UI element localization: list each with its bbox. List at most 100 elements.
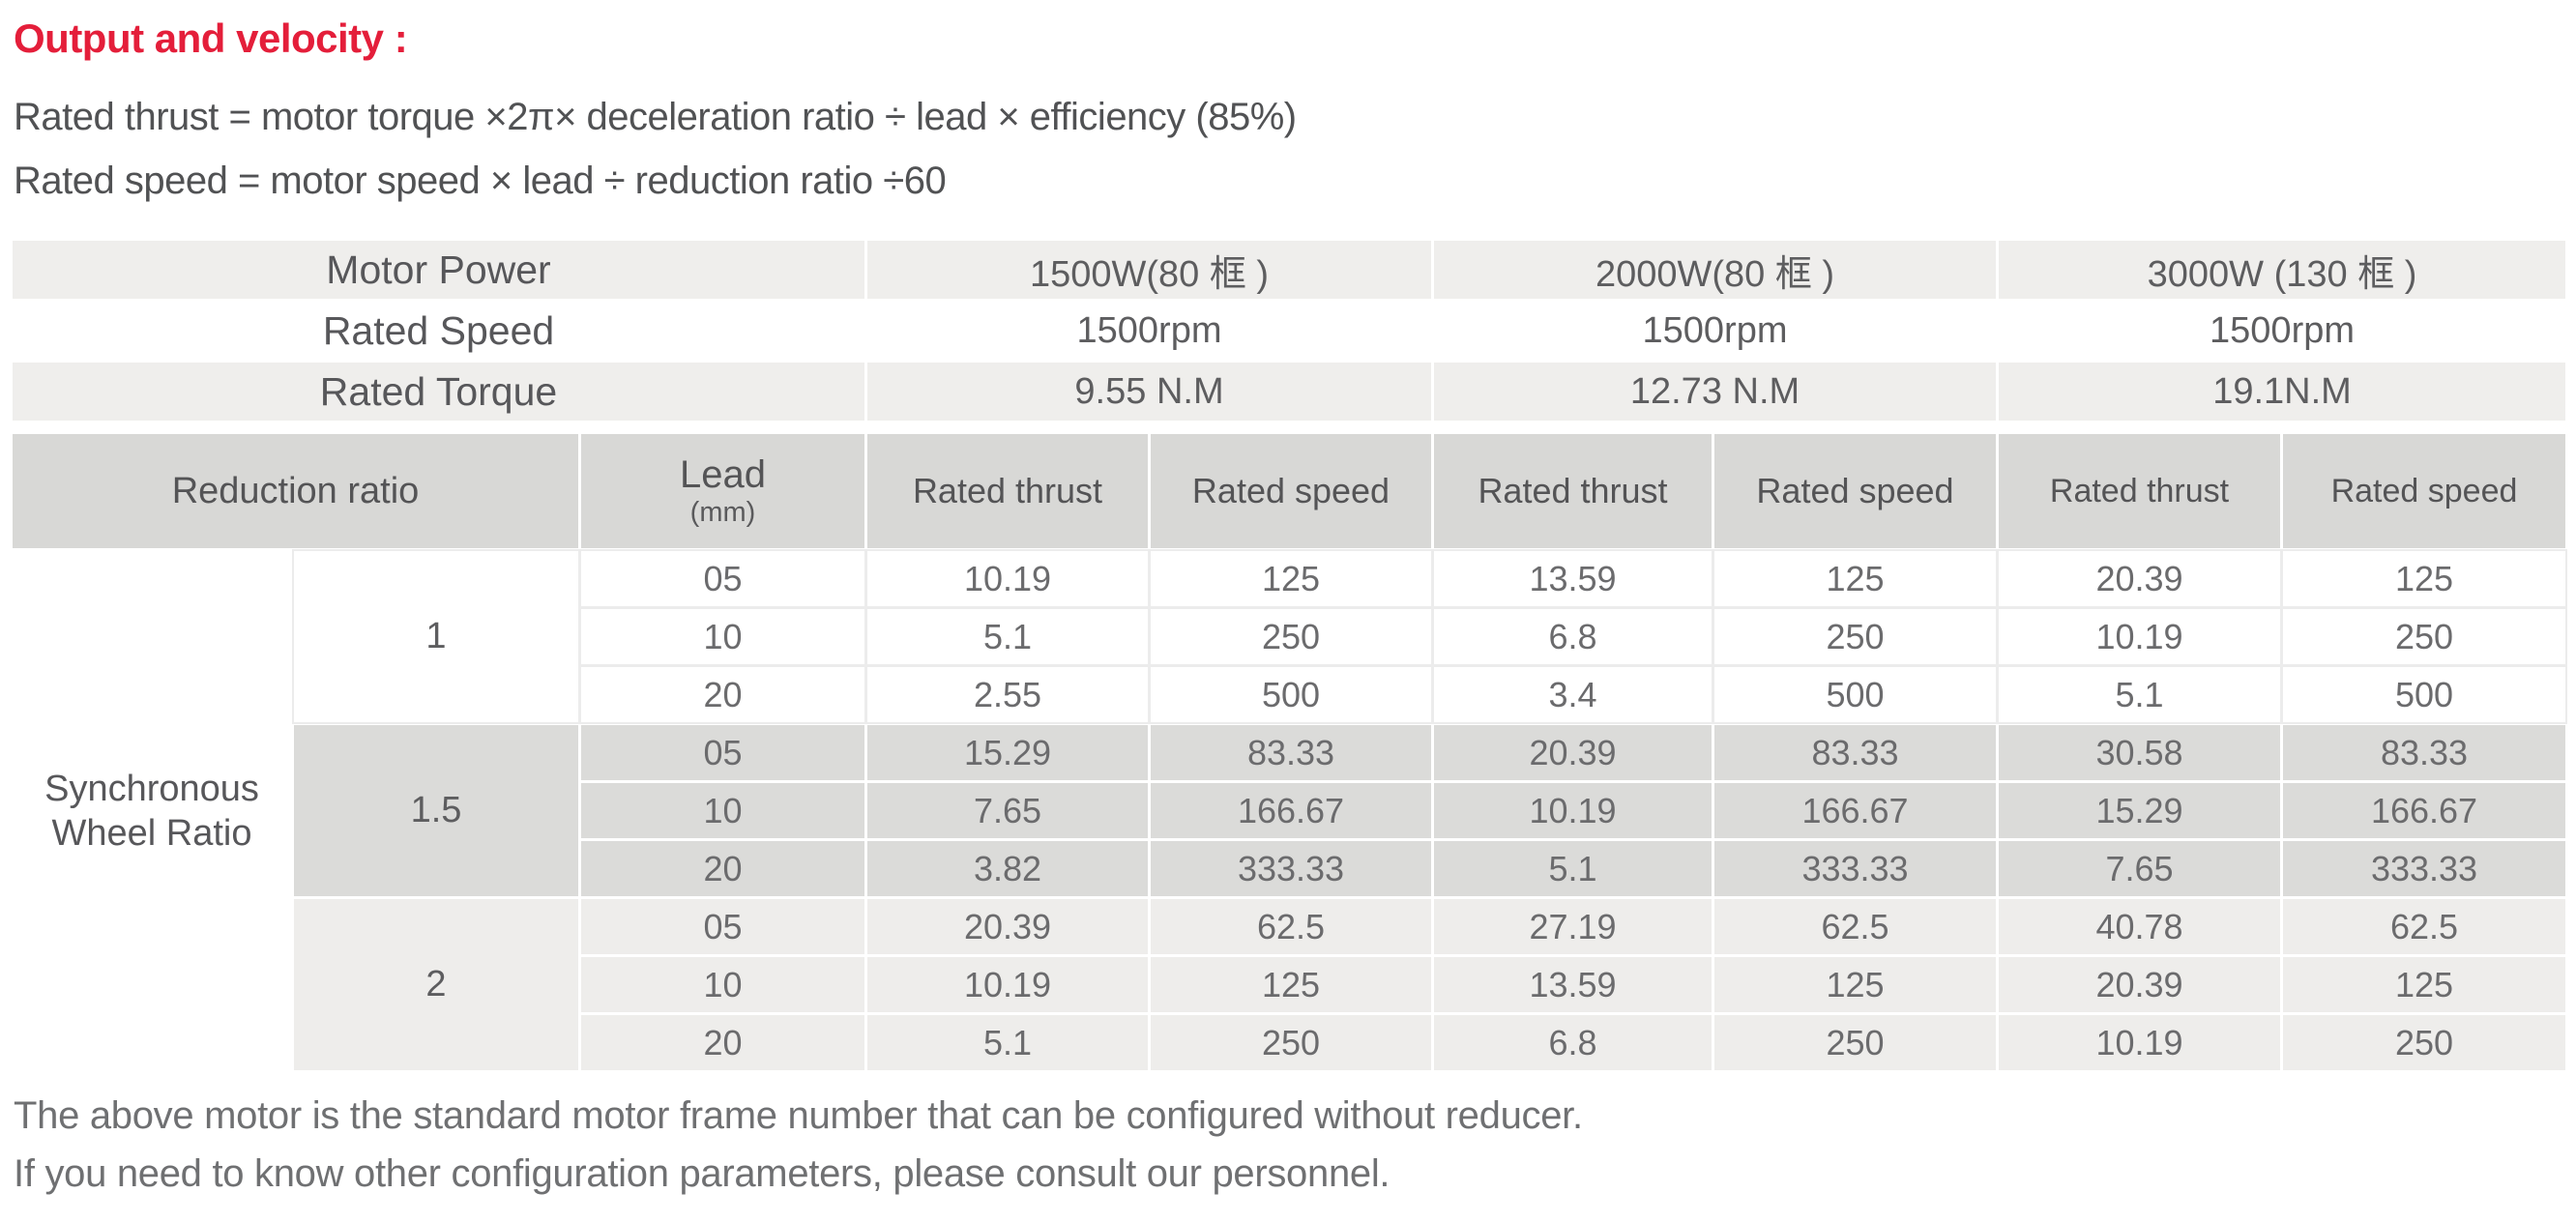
table-row: 10 7.65 166.67 10.19 166.67 15.29 166.67 [13,783,2565,838]
lead-cell: 05 [581,725,864,780]
data-cell: 27.19 [1434,899,1712,954]
footnotes: The above motor is the standard motor fr… [14,1087,2568,1203]
spec-cell: 9.55 N.M [867,363,1432,421]
ratio-cell: 1.5 [294,725,578,896]
data-cell: 13.59 [1434,957,1712,1012]
data-cell: 125 [1714,957,1996,1012]
spec-cell: 19.1N.M [1999,363,2566,421]
data-cell: 500 [1151,667,1431,722]
rated-speed-label: Rated Speed [13,302,865,360]
spec-cell: 1500W(80 框 ) [867,241,1432,299]
footnote-line: The above motor is the standard motor fr… [14,1094,1583,1137]
lead-cell: 10 [581,609,864,664]
data-cell: 5.1 [867,1015,1148,1070]
data-cell: 5.1 [867,609,1148,664]
data-cell: 125 [1151,957,1431,1012]
lead-cell: 10 [581,957,864,1012]
data-cell: 333.33 [1151,841,1431,896]
table-row: 1.5 05 15.29 83.33 20.39 83.33 30.58 83.… [13,725,2565,896]
data-cell: 15.29 [867,725,1148,780]
lead-header: Lead (mm) [581,434,864,548]
data-cell: 3.4 [1434,667,1712,722]
data-cell: 40.78 [1999,899,2280,954]
data-cell: 15.29 [1999,783,2280,838]
lead-header-label: Lead [680,453,766,496]
data-cell: 125 [2283,551,2565,606]
data-cell: 500 [1714,667,1996,722]
data-cell: 125 [2283,957,2565,1012]
table-row: 20 3.82 333.33 5.1 333.33 7.65 333.33 [13,841,2565,896]
data-cell: 250 [2283,609,2565,664]
data-cell: 250 [1714,1015,1996,1070]
reduction-ratio-header: Reduction ratio [13,434,578,548]
data-cell: 10.19 [1999,1015,2280,1070]
data-cell: 20.39 [1434,725,1712,780]
data-cell: 250 [2283,1015,2565,1070]
rated-speed-formula: Rated speed = motor speed × lead ÷ reduc… [14,160,947,202]
data-cell: 166.67 [1151,783,1431,838]
lead-cell: 20 [581,667,864,722]
lead-cell: 20 [581,1015,864,1070]
spec-cell: 2000W(80 框 ) [1434,241,1997,299]
rated-speed-header: Rated speed [1151,434,1431,548]
ratio-cell: 2 [294,899,578,1070]
data-cell: 62.5 [1714,899,1996,954]
spec-cell: 3000W (130 框 ) [1999,241,2566,299]
data-cell: 10.19 [1434,783,1712,838]
spec-cell: 1500rpm [867,302,1432,360]
table-row: Synchronous Wheel Ratio 1 05 10.19 125 1… [13,551,2565,1070]
data-cell: 333.33 [2283,841,2565,896]
data-cell: 62.5 [2283,899,2565,954]
data-cell: 166.67 [2283,783,2565,838]
table-row: Rated Torque 9.55 N.M 12.73 N.M 19.1N.M [13,363,2566,421]
data-cell: 6.8 [1434,1015,1712,1070]
table-row: 10 10.19 125 13.59 125 20.39 125 [13,957,2565,1012]
lead-cell: 10 [581,783,864,838]
data-cell: 333.33 [1714,841,1996,896]
data-cell: 62.5 [1151,899,1431,954]
data-cell: 166.67 [1714,783,1996,838]
data-cell: 250 [1714,609,1996,664]
thrust-speed-table: Reduction ratio Lead (mm) Rated thrust R… [10,431,2568,1073]
data-cell: 10.19 [867,551,1148,606]
data-cell: 30.58 [1999,725,2280,780]
table-row: 10 5.1 250 6.8 250 10.19 250 [13,609,2565,664]
data-cell: 83.33 [1714,725,1996,780]
data-cell: 250 [1151,609,1431,664]
data-cell: 2.55 [867,667,1148,722]
data-cell: 83.33 [1151,725,1431,780]
data-cell: 6.8 [1434,609,1712,664]
footnote-line: If you need to know other configuration … [14,1152,1390,1195]
data-cell: 10.19 [1999,609,2280,664]
table-row: Motor Power 1500W(80 框 ) 2000W(80 框 ) 30… [13,241,2566,299]
data-cell: 3.82 [867,841,1148,896]
data-cell: 125 [1151,551,1431,606]
data-cell: 5.1 [1434,841,1712,896]
table-row: 20 5.1 250 6.8 250 10.19 250 [13,1015,2565,1070]
ratio-cell: 1 [294,551,578,722]
table-row: 2 05 20.39 62.5 27.19 62.5 40.78 62.5 [13,899,2565,1070]
lead-cell: 05 [581,551,864,606]
data-cell: 83.33 [2283,725,2565,780]
data-cell: 7.65 [867,783,1148,838]
header-row: Reduction ratio Lead (mm) Rated thrust R… [13,434,2565,548]
data-cell: 20.39 [867,899,1148,954]
motor-spec-table: Motor Power 1500W(80 框 ) 2000W(80 框 ) 30… [10,238,2568,423]
data-cell: 13.59 [1434,551,1712,606]
rated-thrust-header: Rated thrust [1999,434,2280,548]
data-cell: 10.19 [867,957,1148,1012]
lead-cell: 05 [581,899,864,954]
table-row: 20 2.55 500 3.4 500 5.1 500 [13,667,2565,722]
data-cell: 20.39 [1999,957,2280,1012]
spec-cell: 1500rpm [1999,302,2566,360]
rated-torque-label: Rated Torque [13,363,865,421]
data-cell: 250 [1151,1015,1431,1070]
rated-thrust-header: Rated thrust [867,434,1148,548]
data-cell: 7.65 [1999,841,2280,896]
data-cell: 5.1 [1999,667,2280,722]
motor-power-label: Motor Power [13,241,865,299]
table-row: Rated Speed 1500rpm 1500rpm 1500rpm [13,302,2566,360]
lead-cell: 20 [581,841,864,896]
lead-unit-label: (mm) [689,497,756,528]
